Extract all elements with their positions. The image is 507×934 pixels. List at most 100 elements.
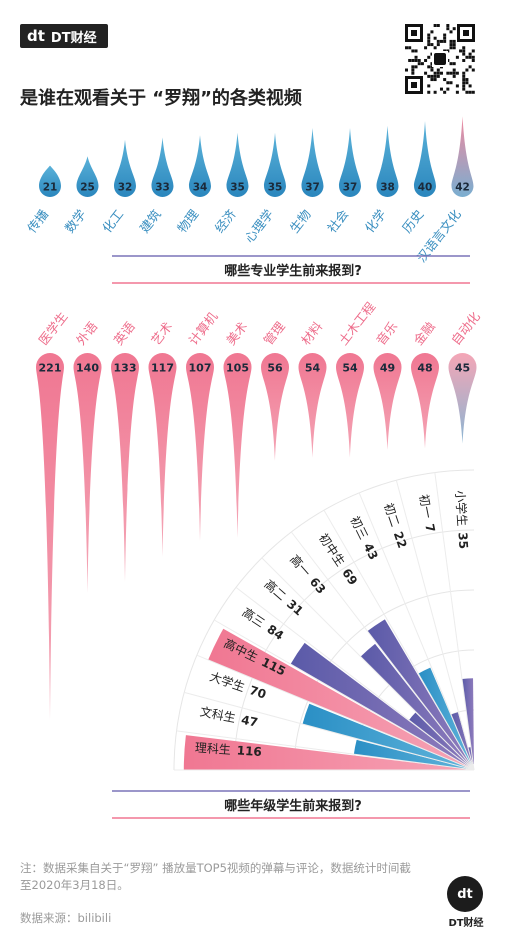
major-value-0: 21: [43, 182, 58, 194]
major-drop-1: [76, 156, 99, 198]
grade-value-5: 31: [284, 597, 306, 619]
grade-label-2: 大学生70: [208, 669, 268, 702]
major-label-18: 管理: [261, 319, 289, 348]
major-label-10: 历史: [399, 206, 427, 235]
major-value-19: 54: [305, 362, 321, 375]
grade-value-11: 35: [455, 532, 470, 550]
major-label-23: 自动化: [448, 309, 483, 348]
major-drop-17: [223, 353, 252, 538]
major-value-16: 107: [189, 362, 212, 375]
grid-ring: [233, 529, 475, 771]
major-label-21: 音乐: [373, 319, 400, 348]
major-value-23: 45: [455, 362, 470, 375]
grid-ring: [293, 589, 475, 771]
page-title: 是谁在观看关于 “罗翔”的各类视频: [20, 88, 302, 109]
major-drop-0: [39, 165, 61, 198]
major-value-22: 48: [417, 362, 432, 375]
grade-label-3: 高中生115: [222, 635, 289, 678]
grade-sector-4: [290, 642, 470, 767]
grid-spoke: [196, 654, 475, 771]
grade-sector-0: [183, 735, 469, 770]
major-value-2: 32: [118, 182, 133, 194]
grid-ring: [173, 469, 475, 771]
grade-value-8: 43: [361, 541, 381, 562]
grid-spoke: [323, 509, 475, 771]
major-drop-6: [264, 132, 286, 197]
footer-logo-label: DT财经: [448, 918, 484, 929]
grade-sector-1: [353, 739, 469, 770]
major-value-5: 35: [230, 182, 245, 194]
grade-sector-7: [367, 619, 471, 766]
major-drop-18: [261, 353, 289, 461]
major-drop-12: [36, 353, 64, 720]
footer-logo: dt: [447, 876, 483, 912]
grid-spoke: [213, 619, 475, 771]
brand-logo: dt DT财经: [20, 24, 108, 48]
major-value-21: 49: [380, 362, 395, 375]
major-drop-4: [189, 135, 211, 197]
major-drop-9: [376, 125, 399, 198]
grade-value-4: 84: [264, 622, 286, 643]
grade-value-2: 70: [248, 683, 268, 702]
grade-label-8: 初三43: [347, 514, 380, 562]
grid-spoke: [184, 691, 475, 771]
chart1-title: 哪些专业学生前来报到?: [224, 263, 362, 279]
major-value-1: 25: [80, 182, 95, 194]
major-drop-5: [226, 132, 249, 198]
major-label-22: 金融: [411, 319, 439, 348]
grid-spoke: [290, 531, 475, 771]
grade-value-1: 47: [240, 713, 259, 730]
major-value-4: 34: [193, 182, 208, 194]
grid-spoke: [176, 730, 475, 771]
grid-spoke: [434, 472, 475, 771]
major-label-6: 心理学: [241, 207, 276, 246]
grade-value-9: 22: [391, 530, 410, 550]
footer-source: 数据来源：bilibili: [20, 911, 112, 925]
major-label-20: 土木工程: [336, 299, 379, 348]
chart2-title: 哪些年级学生前来报到?: [224, 798, 362, 814]
major-drop-16: [186, 353, 214, 541]
major-drop-22: [411, 353, 439, 449]
grade-label-5: 高二31: [262, 576, 307, 618]
major-drop-15: [148, 353, 177, 557]
major-value-13: 140: [76, 362, 99, 375]
major-label-19: 材料: [298, 319, 326, 348]
major-value-9: 38: [380, 182, 395, 194]
major-label-14: 英语: [111, 319, 138, 348]
major-value-12: 221: [39, 362, 62, 375]
major-label-13: 外语: [73, 319, 100, 348]
major-drop-20: [336, 353, 364, 458]
grade-sector-10: [468, 747, 474, 765]
major-label-15: 艺术: [148, 319, 176, 348]
major-value-3: 33: [155, 182, 170, 194]
major-label-4: 物理: [174, 206, 202, 235]
grid-spoke: [261, 557, 475, 771]
major-value-15: 117: [151, 362, 174, 375]
major-label-8: 社会: [324, 206, 352, 235]
grade-label-0: 理科生 116: [194, 741, 262, 759]
major-drop-19: [298, 353, 327, 458]
grade-label-6: 高一63: [287, 552, 329, 597]
footer-logo-mark: dt: [457, 886, 473, 902]
grade-sector-6: [360, 643, 471, 766]
major-label-9: 化学: [362, 207, 389, 236]
major-value-20: 54: [342, 362, 358, 375]
grade-value-0: 116: [236, 743, 262, 759]
grade-sector-11: [462, 678, 474, 765]
major-label-11: 汉语言文化: [414, 206, 465, 265]
major-label-16: 计算机: [186, 309, 221, 348]
major-value-14: 133: [114, 362, 137, 375]
grade-value-3: 115: [259, 655, 288, 679]
major-drop-10: [414, 121, 436, 197]
major-drop-14: [111, 353, 139, 582]
grade-sector-9: [451, 712, 473, 765]
major-drop-11: [451, 116, 474, 198]
major-value-18: 56: [267, 362, 283, 375]
major-value-17: 105: [226, 362, 249, 375]
grid-ring: [413, 709, 475, 771]
grade-sector-8: [418, 667, 472, 765]
grade-sector-2: [302, 703, 469, 769]
grade-label-4: 高三84: [240, 604, 287, 642]
